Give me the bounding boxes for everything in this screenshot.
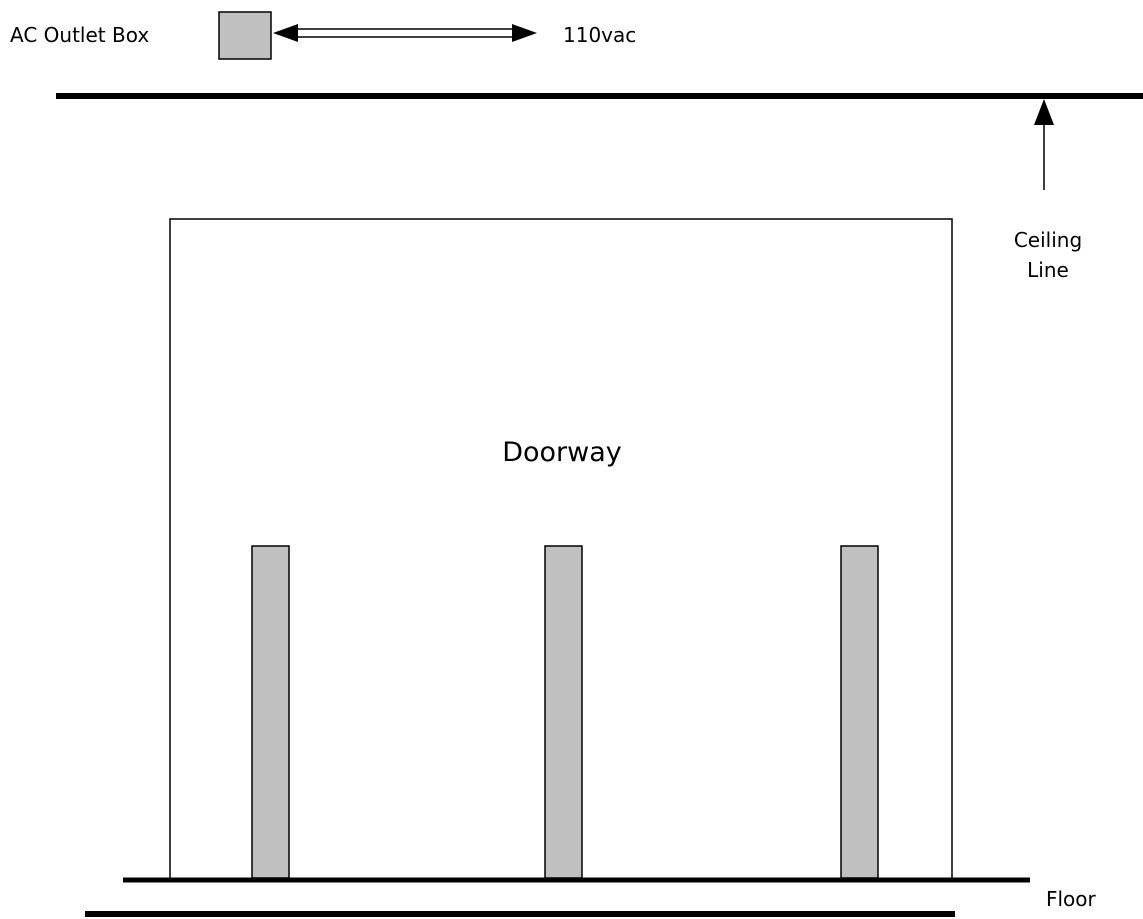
post-center — [544, 545, 583, 879]
floor-label: Floor — [1046, 887, 1097, 911]
double-arrow-icon — [273, 24, 537, 42]
voltage-label: 110vac — [563, 23, 636, 47]
outlet-box-label: AC Outlet Box — [10, 23, 149, 47]
post-right — [840, 545, 879, 879]
outlet-box — [218, 11, 272, 60]
ceiling-label-line-2: Line — [1027, 258, 1069, 282]
doorway-label: Doorway — [502, 437, 622, 468]
ceiling-label-line-1: Ceiling — [1014, 228, 1082, 252]
doorway-frame — [169, 218, 953, 879]
arrow-up-icon — [1034, 99, 1054, 190]
post-left — [251, 545, 290, 879]
